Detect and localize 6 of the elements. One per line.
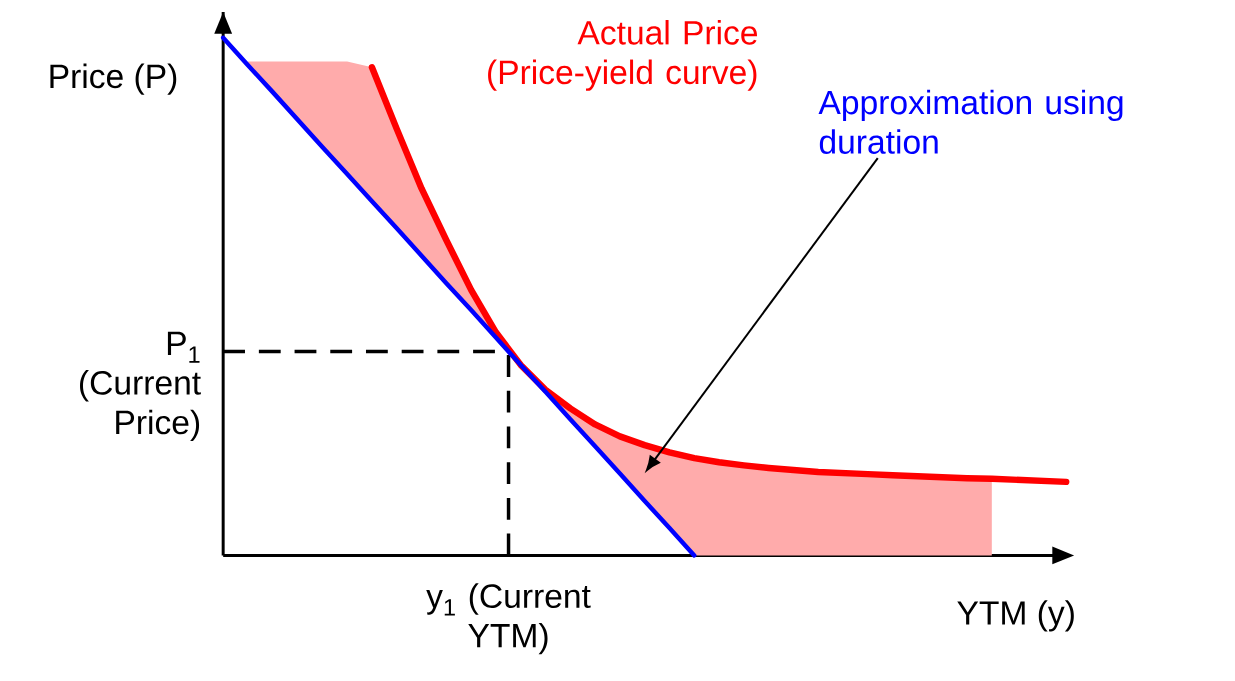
y-axis-title: Price (P) (50, 63, 177, 95)
text: Approximation using duration (818, 89, 1123, 154)
ref-line-label: P$_{1}$ (Current Price) (80, 331, 201, 441)
x-axis-title: YTM (y) (957, 600, 1074, 632)
text: Actual Price (Price-yield curve) (488, 19, 758, 91)
text: y$_{1}$ (Current YTM) (426, 583, 591, 655)
